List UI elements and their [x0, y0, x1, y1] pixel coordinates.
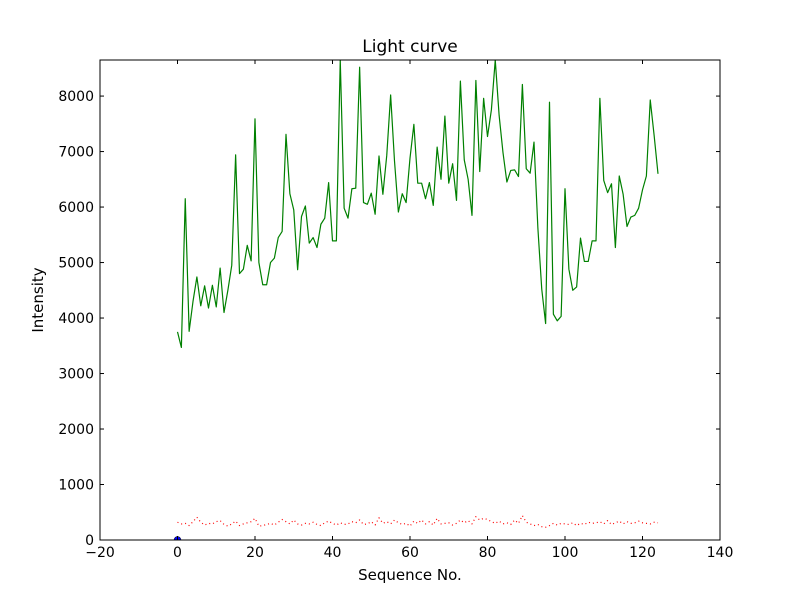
x-tick-label: 80 [479, 545, 497, 561]
y-tick-label: 7000 [58, 145, 94, 161]
x-tick-label: 120 [629, 545, 656, 561]
y-tick-label: 3000 [58, 367, 94, 383]
chart-title: Light curve [362, 37, 457, 57]
x-tick-label: 140 [707, 545, 734, 561]
x-axis-label: Sequence No. [358, 566, 462, 584]
y-axis-label: Intensity [29, 267, 47, 332]
y-tick-label: 4000 [58, 311, 94, 327]
x-tick-label: 40 [324, 545, 342, 561]
x-tick-label: 0 [173, 545, 182, 561]
ticks-layer: −20 0 20 40 60 80 100 120 1400100020003000400050… [58, 60, 733, 561]
y-tick-label: 1000 [58, 478, 94, 494]
y-tick-label: 5000 [58, 256, 94, 272]
x-tick-label: 20 [246, 545, 264, 561]
x-tick-label: 60 [401, 545, 419, 561]
y-tick-label: 8000 [58, 89, 94, 105]
x-tick-label: 100 [552, 545, 579, 561]
intensity-series-line [176, 60, 659, 349]
x-tick-label: −20 [85, 545, 115, 561]
y-tick-label: 2000 [58, 422, 94, 438]
y-tick-label: 6000 [58, 200, 94, 216]
y-tick-label: 0 [85, 533, 94, 549]
